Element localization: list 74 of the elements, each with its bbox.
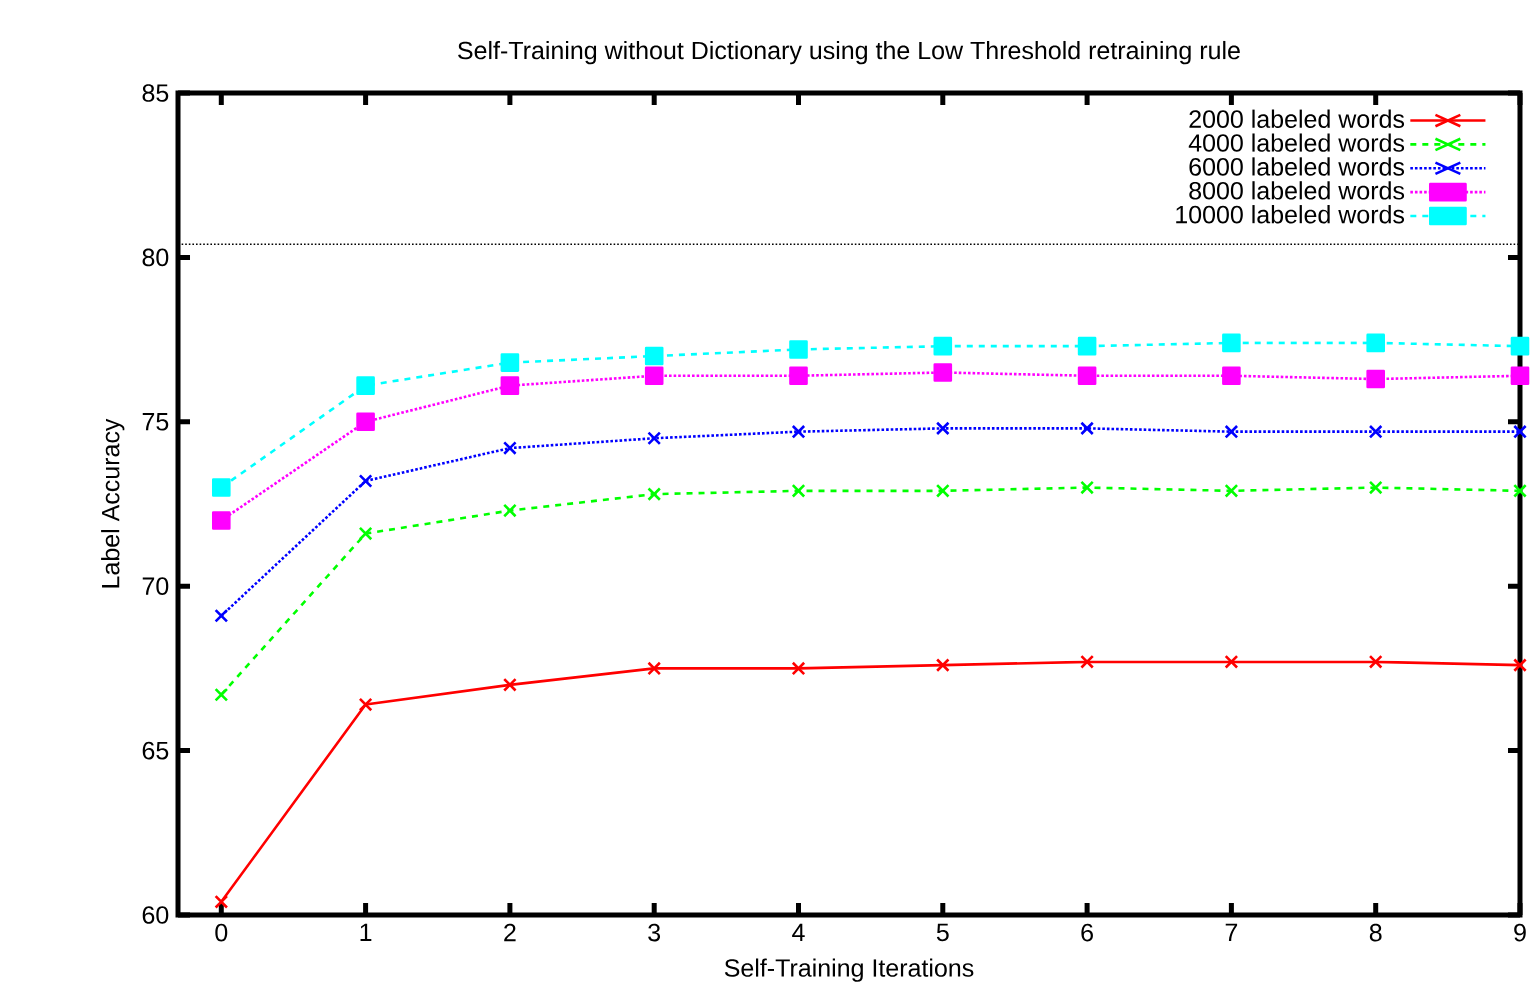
y-tick-label: 65 bbox=[142, 741, 169, 760]
x-tick-label: 4 bbox=[792, 923, 805, 941]
point bbox=[1080, 654, 1095, 669]
point bbox=[1513, 483, 1527, 498]
point bbox=[1368, 424, 1383, 439]
point bbox=[1080, 480, 1095, 495]
point bbox=[1224, 654, 1239, 669]
point bbox=[933, 363, 953, 382]
point bbox=[791, 424, 806, 439]
point bbox=[789, 366, 808, 386]
point bbox=[1510, 336, 1530, 356]
point bbox=[1366, 369, 1385, 389]
point bbox=[935, 421, 950, 436]
point bbox=[1222, 366, 1241, 386]
x-axis-title: Self-Training Iterations bbox=[724, 958, 974, 982]
point bbox=[500, 353, 520, 372]
legend-label: 4000 labeled words bbox=[1188, 133, 1405, 152]
point bbox=[1513, 658, 1527, 673]
point bbox=[214, 608, 229, 623]
point bbox=[1513, 424, 1527, 439]
chart-title: Self-Training without Dictionary using the Low Threshold retraining rule bbox=[458, 40, 1240, 65]
point bbox=[1077, 336, 1097, 356]
point bbox=[214, 687, 229, 702]
point bbox=[356, 412, 375, 432]
point bbox=[1080, 421, 1095, 436]
point bbox=[647, 661, 662, 676]
y-tick-label: 85 bbox=[142, 84, 169, 102]
point bbox=[358, 474, 373, 488]
legend-label: 10000 labeled words bbox=[1176, 205, 1405, 224]
point bbox=[647, 431, 662, 446]
point bbox=[647, 487, 662, 502]
point bbox=[1366, 333, 1385, 353]
point bbox=[789, 340, 808, 359]
point bbox=[500, 376, 520, 395]
x-tick-label: 5 bbox=[936, 923, 949, 942]
point bbox=[935, 658, 950, 673]
y-tick-label: 60 bbox=[142, 906, 169, 924]
point bbox=[933, 336, 953, 356]
y-axis-title: Label Accuracy bbox=[101, 418, 125, 588]
point bbox=[1222, 333, 1241, 353]
x-tick-label: 8 bbox=[1369, 923, 1382, 942]
point bbox=[644, 366, 664, 386]
y-tick-label: 75 bbox=[142, 413, 169, 431]
point bbox=[791, 661, 806, 676]
point bbox=[502, 503, 517, 518]
legend-label: 6000 labeled words bbox=[1189, 157, 1405, 176]
x-tick-label: 0 bbox=[215, 923, 228, 942]
point bbox=[1077, 366, 1097, 386]
point bbox=[1368, 480, 1383, 495]
x-tick-label: 6 bbox=[1081, 923, 1093, 942]
point bbox=[644, 346, 664, 366]
point bbox=[502, 677, 517, 692]
x-tick-label: 3 bbox=[648, 923, 661, 942]
x-tick-label: 7 bbox=[1225, 923, 1238, 941]
legend-label: 8000 labeled words bbox=[1189, 181, 1405, 200]
point bbox=[1224, 424, 1239, 439]
point bbox=[935, 483, 950, 498]
x-tick-label: 2 bbox=[504, 923, 516, 942]
point bbox=[1224, 483, 1239, 498]
point bbox=[791, 483, 806, 498]
point bbox=[358, 697, 373, 712]
point bbox=[502, 441, 517, 456]
legend-label: 2000 labeled words bbox=[1189, 109, 1405, 128]
point bbox=[1368, 654, 1383, 669]
point bbox=[212, 478, 231, 497]
x-tick-label: 9 bbox=[1514, 923, 1526, 942]
point bbox=[212, 511, 231, 530]
y-tick-label: 70 bbox=[142, 577, 169, 596]
x-tick-label: 1 bbox=[360, 923, 372, 941]
point bbox=[1510, 366, 1530, 386]
point bbox=[214, 894, 229, 909]
point bbox=[358, 526, 373, 541]
point bbox=[356, 376, 375, 395]
y-tick-label: 80 bbox=[142, 248, 169, 267]
